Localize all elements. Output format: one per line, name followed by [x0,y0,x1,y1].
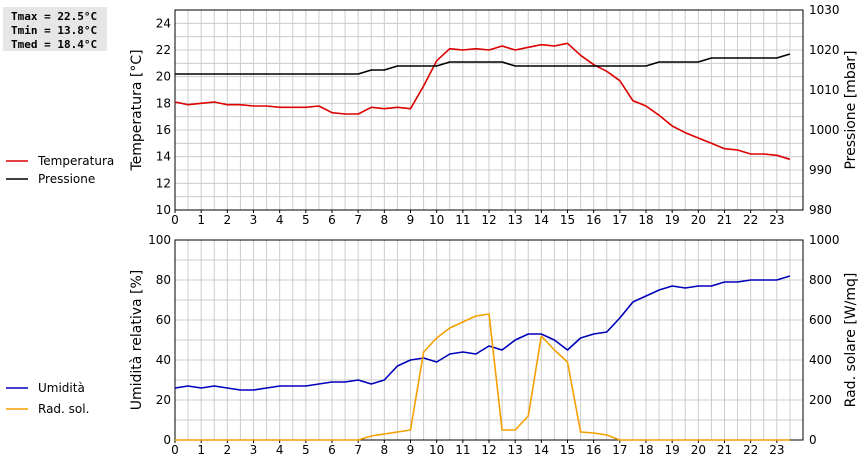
top-x-tick-label: 4 [276,213,284,227]
bottom-y-right-tick-label: 1000 [809,233,840,247]
top-x-tick-label: 2 [224,213,232,227]
top-y-left-label: Temperatura [°C] [129,49,145,171]
top-x-tick-label: 19 [665,213,680,227]
bottom-x-tick-label: 15 [560,443,575,457]
bottom-x-tick-label: 19 [665,443,680,457]
top-x-tick-label: 1 [197,213,205,227]
tmax-text: Tmax = 22.5°C [11,10,98,23]
bottom-x-tick-label: 6 [328,443,336,457]
bottom-x-tick-label: 1 [197,443,205,457]
bottom-y-right-tick-label: 600 [809,313,832,327]
bottom-y-left-tick-label: 20 [156,393,171,407]
bottom-x-tick-label: 7 [354,443,362,457]
bottom-x-tick-label: 16 [586,443,601,457]
bottom-y-right-tick-label: 0 [809,433,817,447]
top-series-a-line [174,42,791,161]
bottom-series-b-line [175,313,790,441]
bottom-x-tick-label: 10 [429,443,444,457]
bottom-x-tick-label: 20 [691,443,706,457]
top-x-tick-label: 8 [381,213,389,227]
top-y-left-tick-label: 24 [156,16,171,30]
top-x-tick-label: 5 [302,213,310,227]
bottom-series-a-line [174,275,791,391]
bottom-x-tick-label: 17 [612,443,627,457]
top-x-tick-label: 23 [769,213,784,227]
bottom-legend-label: Umidità [38,381,85,395]
top-x-tick-label: 14 [534,213,549,227]
top-y-left-tick-label: 14 [156,150,171,164]
stats-box: Tmax = 22.5°C Tmin = 13.8°C Tmed = 18.4°… [3,7,107,51]
top-x-tick-label: 21 [717,213,732,227]
top-x-tick-label: 13 [508,213,523,227]
top-x-tick-label: 18 [638,213,653,227]
bottom-y-left-tick-label: 0 [163,433,171,447]
bottom-x-tick-label: 23 [769,443,784,457]
top-y-right-tick-label: 1000 [809,123,840,137]
bottom-legend-label: Rad. sol. [38,402,89,416]
top-x-tick-label: 6 [328,213,336,227]
bottom-x-tick-label: 11 [455,443,470,457]
top-x-tick-label: 16 [586,213,601,227]
bottom-x-tick-label: 21 [717,443,732,457]
top-x-tick-label: 11 [455,213,470,227]
top-x-tick-label: 0 [171,213,179,227]
bottom-x-tick-label: 22 [743,443,758,457]
bottom-y-right-tick-label: 200 [809,393,832,407]
top-x-tick-label: 20 [691,213,706,227]
top-series-b-line [175,53,791,75]
bottom-y-left-tick-label: 100 [148,233,171,247]
top-y-right-tick-label: 1010 [809,83,840,97]
bottom-y-left-tick-label: 80 [156,273,171,287]
bottom-x-tick-label: 18 [638,443,653,457]
bottom-x-tick-label: 3 [250,443,258,457]
top-y-right-label: Pressione [mbar] [843,50,859,169]
top-x-tick-label: 22 [743,213,758,227]
top-x-tick-label: 9 [407,213,415,227]
top-y-left-tick-label: 20 [156,70,171,84]
top-x-tick-label: 10 [429,213,444,227]
bottom-x-tick-label: 2 [224,443,232,457]
bottom-x-tick-label: 13 [508,443,523,457]
top-x-tick-label: 7 [354,213,362,227]
top-x-tick-label: 3 [250,213,258,227]
bottom-x-tick-label: 14 [534,443,549,457]
tmin-text: Tmin = 13.8°C [11,24,98,37]
bottom-y-right-tick-label: 400 [809,353,832,367]
top-y-right-tick-label: 980 [809,203,832,217]
top-x-tick-label: 15 [560,213,575,227]
top-legend-label: Pressione [38,172,95,186]
bottom-x-tick-label: 9 [407,443,415,457]
bottom-y-left-label: Umidità relativa [%] [129,270,145,411]
bottom-y-right-label: Rad. solare [W/mq] [843,273,859,408]
bottom-x-tick-label: 12 [481,443,496,457]
bottom-x-tick-label: 5 [302,443,310,457]
bottom-y-left-tick-label: 60 [156,313,171,327]
bottom-x-tick-label: 4 [276,443,284,457]
top-y-left-tick-label: 22 [156,43,171,57]
bottom-x-tick-label: 8 [381,443,389,457]
top-y-left-tick-label: 18 [156,96,171,110]
top-y-left-tick-label: 12 [156,176,171,190]
top-y-left-tick-label: 10 [156,203,171,217]
top-y-right-tick-label: 1020 [809,43,840,57]
top-x-tick-label: 17 [612,213,627,227]
top-x-tick-label: 12 [481,213,496,227]
top-y-right-tick-label: 990 [809,163,832,177]
tmed-text: Tmed = 18.4°C [11,38,98,51]
top-legend-label: Temperatura [37,154,114,168]
bottom-y-right-tick-label: 800 [809,273,832,287]
bottom-x-tick-label: 0 [171,443,179,457]
top-y-left-tick-label: 16 [156,123,171,137]
top-y-right-tick-label: 1030 [809,3,840,17]
bottom-y-left-tick-label: 40 [156,353,171,367]
